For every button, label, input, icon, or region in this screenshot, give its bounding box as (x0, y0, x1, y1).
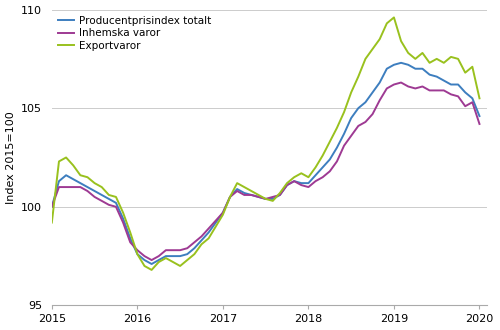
Producentprisindex totalt (49, 205, 55, 209)
Inhemska varor (398, 81, 404, 84)
Inhemska varor (284, 183, 290, 187)
Exportvaror (134, 252, 140, 256)
Producentprisindex totalt (284, 183, 290, 187)
Exportvaror (284, 181, 290, 185)
Line: Inhemska varor: Inhemska varor (52, 82, 480, 260)
Exportvaror (148, 268, 154, 272)
Inhemska varor (206, 226, 212, 230)
Exportvaror (156, 260, 162, 264)
Inhemska varor (148, 258, 154, 262)
Legend: Producentprisindex totalt, Inhemska varor, Exportvaror: Producentprisindex totalt, Inhemska varo… (55, 13, 214, 54)
Producentprisindex totalt (434, 75, 440, 79)
Line: Exportvaror: Exportvaror (52, 17, 480, 270)
Producentprisindex totalt (134, 252, 140, 256)
Exportvaror (49, 220, 55, 224)
Producentprisindex totalt (312, 173, 318, 177)
Y-axis label: Index 2015=100: Index 2015=100 (6, 111, 16, 204)
Exportvaror (476, 96, 482, 100)
Inhemska varor (156, 254, 162, 258)
Producentprisindex totalt (398, 61, 404, 65)
Producentprisindex totalt (156, 258, 162, 262)
Producentprisindex totalt (476, 114, 482, 118)
Producentprisindex totalt (206, 230, 212, 234)
Inhemska varor (476, 122, 482, 126)
Exportvaror (391, 16, 397, 19)
Exportvaror (434, 57, 440, 61)
Exportvaror (312, 165, 318, 169)
Inhemska varor (434, 88, 440, 92)
Line: Producentprisindex totalt: Producentprisindex totalt (52, 63, 480, 264)
Inhemska varor (134, 248, 140, 252)
Exportvaror (206, 236, 212, 240)
Producentprisindex totalt (148, 262, 154, 266)
Inhemska varor (312, 179, 318, 183)
Inhemska varor (49, 205, 55, 209)
